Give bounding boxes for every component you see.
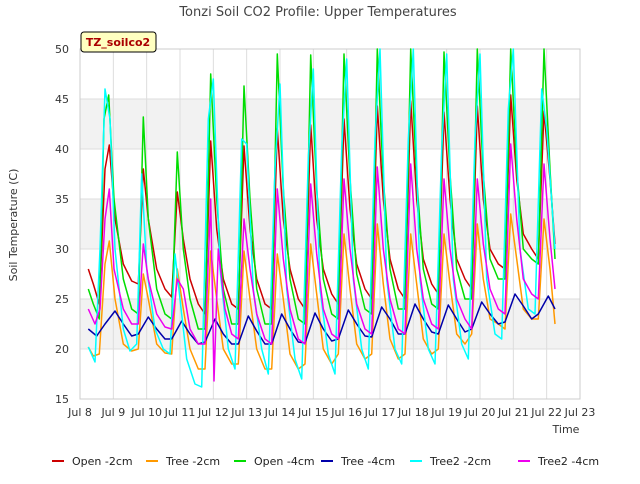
x-tick-label: Jul 22 bbox=[530, 406, 562, 419]
x-tick-label: Jul 15 bbox=[297, 406, 329, 419]
chart-title: Tonzi Soil CO2 Profile: Upper Temperatur… bbox=[178, 5, 457, 20]
axes: Jul 8 Jul 9 Jul 10 Jul 11 Jul 12 Jul 13 Jul 14… bbox=[55, 43, 595, 419]
y-tick-label: 20 bbox=[55, 343, 69, 356]
x-tick-label: Jul 18 bbox=[397, 406, 429, 419]
y-tick-label: 35 bbox=[55, 193, 69, 206]
x-tick-label: Jul 12 bbox=[197, 406, 229, 419]
y-tick-label: 45 bbox=[55, 93, 69, 106]
y-tick-label: 50 bbox=[55, 43, 69, 56]
legend-label: Open -2cm bbox=[72, 455, 133, 468]
site-badge-box bbox=[80, 31, 157, 53]
x-tick-label: Jul 10 bbox=[130, 406, 162, 419]
x-tick-label: Jul 23 bbox=[564, 406, 596, 419]
y-tick-label: 25 bbox=[55, 293, 69, 306]
y-tick-label: 40 bbox=[55, 143, 69, 156]
x-tick-label: Jul 17 bbox=[364, 406, 396, 419]
y-tick-label: 15 bbox=[55, 393, 69, 406]
site-badge: TZ_soilco2 bbox=[80, 31, 157, 53]
series-lines bbox=[87, 48, 556, 388]
plot-frame bbox=[79, 48, 581, 400]
legend-label: Tree -2cm bbox=[165, 455, 220, 468]
x-tick-label: Jul 9 bbox=[100, 406, 125, 419]
x-tick-label: Jul 16 bbox=[330, 406, 362, 419]
legend-label: Tree2 -4cm bbox=[537, 455, 599, 468]
background-band bbox=[80, 99, 580, 149]
site-badge-label: TZ_soilco2 bbox=[86, 36, 150, 49]
x-tick-label: Jul 20 bbox=[464, 406, 496, 419]
series-line bbox=[87, 293, 556, 345]
y-axis-label: Soil Temperature (C) bbox=[7, 169, 20, 282]
series-line bbox=[87, 48, 556, 330]
legend-label: Open -4cm bbox=[254, 455, 315, 468]
y-tick-label: 30 bbox=[55, 243, 69, 256]
series-line bbox=[87, 143, 556, 382]
background-band bbox=[80, 199, 580, 249]
x-tick-label: Jul 11 bbox=[164, 406, 196, 419]
x-tick-label: Jul 8 bbox=[67, 406, 92, 419]
series-line bbox=[87, 48, 556, 388]
legend: Open -2cm Tree -2cm Open -4cm Tree -4cm Tree… bbox=[52, 455, 599, 468]
x-tick-label: Jul 13 bbox=[230, 406, 262, 419]
legend-label: Tree -4cm bbox=[340, 455, 395, 468]
x-tick-label: Jul 21 bbox=[497, 406, 529, 419]
x-tick-label: Jul 14 bbox=[264, 406, 296, 419]
legend-label: Tree2 -2cm bbox=[429, 455, 491, 468]
x-tick-label: Jul 19 bbox=[430, 406, 462, 419]
x-axis-label: Time bbox=[552, 423, 580, 436]
